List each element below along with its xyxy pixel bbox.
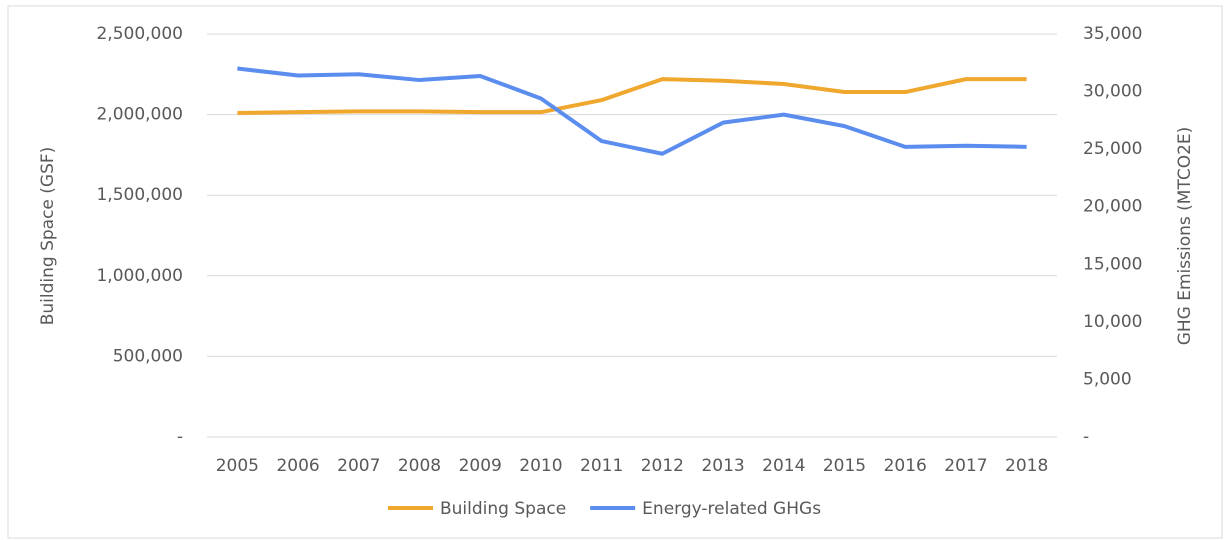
y2-tick-label: 10,000 (1083, 312, 1142, 332)
x-tick-label: 2015 (823, 456, 866, 476)
x-tick-label: 2012 (641, 456, 684, 476)
legend-label: Energy-related GHGs (642, 499, 821, 519)
y2-axis-label: GHG Emissions (MTCO2E) (1175, 127, 1195, 346)
x-tick-label: 2007 (337, 456, 380, 476)
y-tick-label: 500,000 (113, 346, 183, 366)
series-line (237, 77, 1027, 115)
y-tick-label: 2,500,000 (96, 24, 183, 44)
x-tick-label: 2013 (701, 456, 744, 476)
y2-tick-label: 5,000 (1083, 369, 1132, 389)
x-tick-label: 2017 (944, 456, 987, 476)
y-tick-label: 2,000,000 (96, 105, 183, 125)
x-tick-label: 2006 (276, 456, 319, 476)
y2-tick-label: 15,000 (1083, 254, 1142, 274)
y-tick-label: - (177, 427, 183, 447)
x-tick-label: 2005 (216, 456, 259, 476)
legend-label: Building Space (440, 499, 566, 519)
x-tick-label: 2011 (580, 456, 623, 476)
y-tick-label: 1,000,000 (96, 266, 183, 286)
x-tick-label: 2018 (1005, 456, 1048, 476)
y2-tick-label: - (1083, 427, 1089, 447)
x-tick-label: 2016 (884, 456, 927, 476)
y2-tick-label: 20,000 (1083, 197, 1142, 217)
series-line (237, 66, 1027, 156)
x-tick-label: 2009 (459, 456, 502, 476)
y-axis-label: Building Space (GSF) (38, 147, 58, 326)
x-tick-label: 2014 (762, 456, 805, 476)
chart-border (7, 5, 1223, 539)
y-tick-label: 1,500,000 (96, 185, 183, 205)
y2-tick-label: 35,000 (1083, 24, 1142, 44)
y2-tick-label: 30,000 (1083, 82, 1142, 102)
y2-tick-label: 25,000 (1083, 139, 1142, 159)
x-tick-label: 2010 (519, 456, 562, 476)
x-tick-label: 2008 (398, 456, 441, 476)
